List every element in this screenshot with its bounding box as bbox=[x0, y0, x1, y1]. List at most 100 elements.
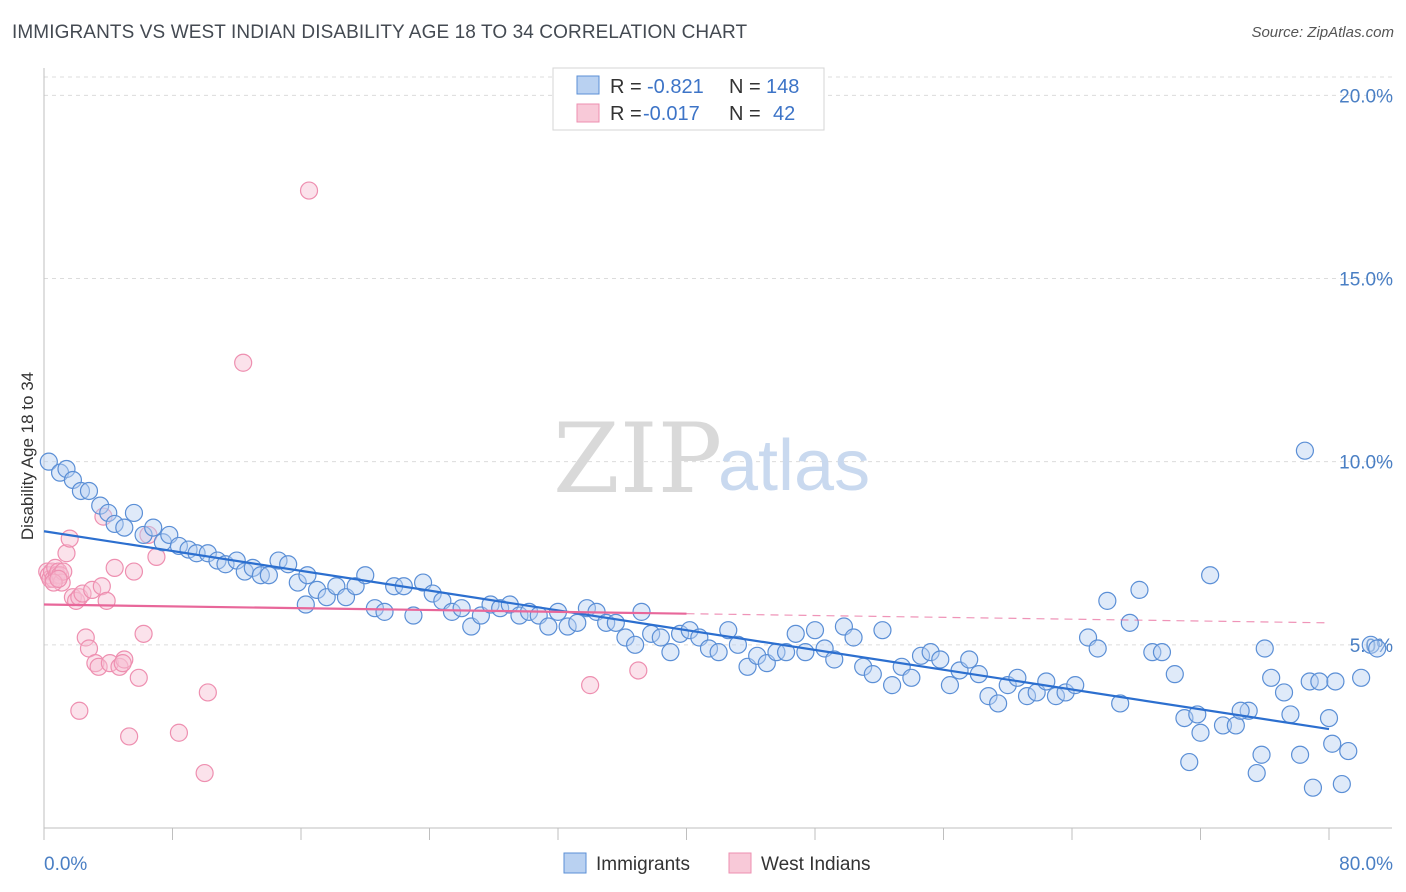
immigrants-point-82 bbox=[796, 643, 815, 662]
immigrants-point-45 bbox=[442, 602, 462, 621]
immigrants-point-95 bbox=[921, 643, 940, 662]
west-indians-point-38 bbox=[195, 763, 214, 783]
immigrants-point-2 bbox=[57, 459, 76, 479]
x-tick-label-0: 0.0% bbox=[44, 854, 87, 875]
immigrants-point-142 bbox=[1180, 752, 1199, 772]
immigrants-point-143 bbox=[1303, 778, 1323, 797]
immigrants-point-118 bbox=[1152, 643, 1172, 662]
legend-r-value-2: -0.017 bbox=[643, 103, 700, 125]
immigrants-point-136 bbox=[1332, 774, 1351, 794]
west-indians-point-13 bbox=[57, 544, 76, 563]
watermark-atlas: atlas bbox=[718, 426, 870, 506]
immigrants-point-96 bbox=[931, 650, 950, 669]
west-indians-point-40 bbox=[299, 181, 319, 200]
legend-r-label-1: R = bbox=[610, 76, 642, 98]
immigrants-point-9 bbox=[115, 518, 134, 537]
immigrants-point-116 bbox=[1130, 580, 1149, 599]
west-indians-point-42 bbox=[70, 701, 89, 720]
immigrants-point-112 bbox=[1088, 639, 1107, 658]
west-indians-trend-extension bbox=[686, 613, 1330, 624]
immigrants-point-99 bbox=[960, 650, 979, 669]
immigrants-point-90 bbox=[873, 621, 892, 640]
immigrants-point-62 bbox=[606, 613, 625, 632]
immigrants-point-28 bbox=[288, 573, 307, 592]
immigrants-point-30 bbox=[296, 595, 315, 614]
legend-n-value-1: 148 bbox=[766, 76, 799, 98]
immigrants-point-50 bbox=[491, 599, 510, 618]
source-label: Source: ZipAtlas.com bbox=[1251, 24, 1394, 41]
trend-lines bbox=[43, 530, 1330, 731]
immigrants-point-94 bbox=[911, 646, 931, 665]
west-indians-point-26 bbox=[100, 654, 119, 673]
immigrants-point-0 bbox=[39, 452, 58, 471]
immigrants-point-26 bbox=[269, 551, 288, 570]
immigrants-point-123 bbox=[1201, 566, 1220, 585]
immigrants-point-140 bbox=[1368, 639, 1387, 658]
immigrants-point-58 bbox=[568, 613, 587, 632]
legend: R = -0.821 N = 148 R = -0.017 N = 42 bbox=[552, 67, 825, 131]
west-indians-point-24 bbox=[92, 577, 111, 596]
immigrants-point-105 bbox=[1017, 687, 1037, 706]
immigrants-point-125 bbox=[1226, 716, 1245, 735]
immigrants-point-29 bbox=[298, 566, 317, 585]
immigrants-point-43 bbox=[423, 584, 442, 603]
west-indians-point-45 bbox=[581, 676, 600, 695]
immigrants-point-113 bbox=[1098, 591, 1117, 610]
watermark: ZIP atlas bbox=[553, 403, 870, 515]
immigrants-point-115 bbox=[1120, 613, 1139, 632]
y-tick-label-1: 10.0% bbox=[1339, 453, 1393, 474]
immigrants-point-128 bbox=[1262, 668, 1281, 687]
immigrants-point-85 bbox=[825, 650, 844, 669]
immigrants-point-10 bbox=[124, 503, 144, 523]
immigrants-point-5 bbox=[79, 481, 99, 501]
west-indians-points bbox=[38, 181, 648, 783]
immigrants-point-129 bbox=[1274, 683, 1294, 702]
immigrants-point-72 bbox=[699, 639, 719, 658]
legend-swatch-west-indians bbox=[576, 103, 600, 123]
immigrants-point-127 bbox=[1252, 745, 1271, 764]
west-indians-point-39 bbox=[234, 353, 253, 372]
immigrants-point-102 bbox=[989, 694, 1008, 713]
immigrants-point-138 bbox=[1352, 668, 1371, 687]
immigrants-point-68 bbox=[661, 643, 680, 662]
immigrants-point-104 bbox=[1008, 668, 1027, 687]
immigrants-point-80 bbox=[776, 643, 796, 662]
bottom-legend-swatch-west-indians bbox=[728, 852, 752, 874]
immigrants-point-135 bbox=[1326, 672, 1345, 691]
immigrants-point-41 bbox=[404, 606, 423, 625]
immigrants-point-145 bbox=[1255, 639, 1274, 658]
west-indians-point-30 bbox=[120, 727, 139, 746]
west-indians-point-31 bbox=[124, 562, 144, 581]
immigrants-point-11 bbox=[134, 525, 153, 545]
immigrants-point-15 bbox=[169, 536, 189, 556]
immigrants-point-147 bbox=[1295, 441, 1315, 460]
immigrants-point-81 bbox=[786, 624, 805, 643]
immigrants-point-131 bbox=[1290, 745, 1310, 764]
immigrants-point-93 bbox=[902, 668, 921, 687]
immigrants-point-38 bbox=[375, 602, 394, 621]
immigrants-point-12 bbox=[144, 518, 163, 537]
immigrants-point-83 bbox=[805, 621, 825, 640]
immigrants-points bbox=[39, 441, 1387, 797]
west-indians-point-25 bbox=[97, 591, 116, 610]
west-indians-point-27 bbox=[105, 558, 124, 577]
legend-swatch-immigrants bbox=[576, 75, 600, 95]
west-indians-point-12 bbox=[49, 569, 68, 588]
immigrants-point-101 bbox=[979, 687, 998, 706]
immigrants-point-97 bbox=[940, 676, 960, 695]
x-tick-labels: 0.0% 80.0% bbox=[44, 854, 1393, 875]
bottom-legend-swatch-immigrants bbox=[563, 852, 587, 874]
legend-n-label-2: N = bbox=[729, 103, 761, 125]
y-tick-label-2: 15.0% bbox=[1339, 269, 1393, 290]
immigrants-point-121 bbox=[1191, 723, 1210, 742]
immigrants-point-57 bbox=[558, 617, 577, 636]
legend-r-value-1: -0.821 bbox=[647, 76, 704, 98]
immigrants-point-133 bbox=[1310, 672, 1329, 691]
legend-n-label-1: N = bbox=[729, 76, 761, 98]
immigrants-point-114 bbox=[1111, 694, 1130, 713]
immigrants-point-141 bbox=[1247, 763, 1266, 783]
immigrants-point-144 bbox=[1323, 734, 1342, 753]
west-indians-point-23 bbox=[89, 657, 108, 676]
immigrants-point-75 bbox=[728, 635, 748, 654]
